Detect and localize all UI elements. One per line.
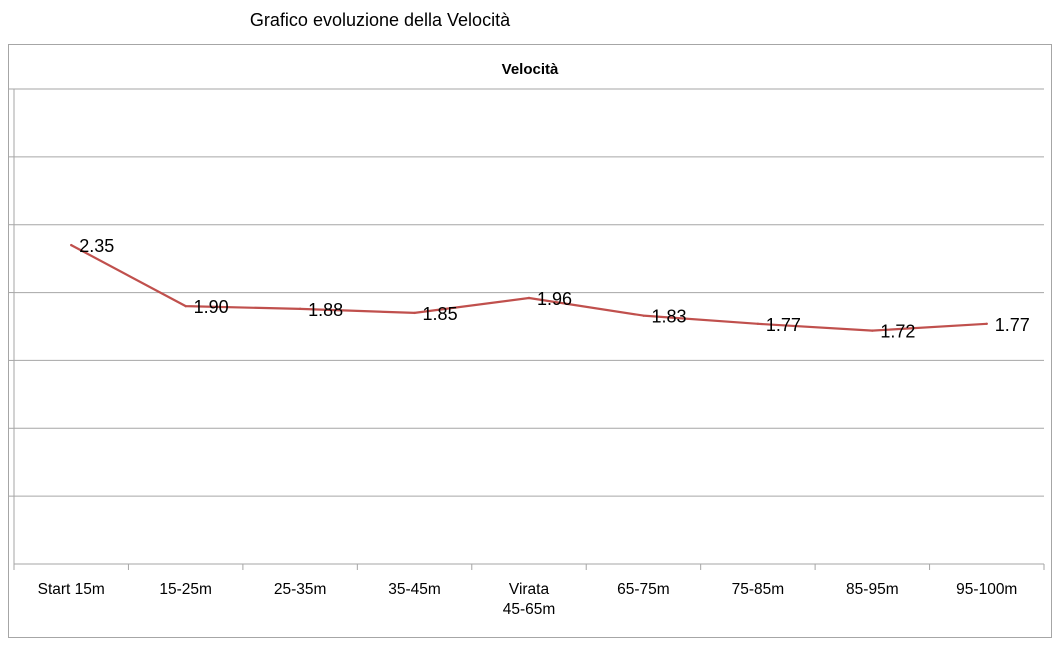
data-point xyxy=(642,314,645,317)
data-label: 1.77 xyxy=(766,315,801,335)
data-point xyxy=(413,311,416,315)
data-point xyxy=(298,307,302,311)
x-tick-label: 95-100m xyxy=(956,581,1017,598)
data-label: 1.77 xyxy=(995,315,1030,335)
data-label: 1.88 xyxy=(308,300,343,320)
x-tick-label: Virata 45-65m xyxy=(503,581,556,618)
x-tick-label: 75-85m xyxy=(732,581,785,598)
chart-title: Velocità xyxy=(502,61,559,78)
data-point xyxy=(985,322,988,325)
data-point xyxy=(527,296,531,300)
x-tick-label: 65-75m xyxy=(617,581,670,598)
data-label: 2.35 xyxy=(79,236,114,256)
data-label: 1.85 xyxy=(423,304,458,324)
page-title: Grafico evoluzione della Velocità xyxy=(249,10,511,30)
data-label: 1.96 xyxy=(537,289,572,309)
data-label: 1.90 xyxy=(194,297,229,317)
x-tick-label: 35-45m xyxy=(388,581,441,598)
data-point xyxy=(871,329,874,332)
chart-frame xyxy=(8,44,1052,638)
data-label: 1.83 xyxy=(651,307,686,327)
x-tick-label: 85-95m xyxy=(846,581,899,598)
data-label: 1.72 xyxy=(880,322,915,342)
series-line xyxy=(70,244,987,332)
data-point xyxy=(184,304,187,308)
data-point xyxy=(756,322,760,325)
x-tick-label: 15-25m xyxy=(159,581,212,598)
data-point xyxy=(70,243,73,247)
x-tick-label: Start 15m xyxy=(38,581,105,598)
x-tick-label: 25-35m xyxy=(274,581,327,598)
